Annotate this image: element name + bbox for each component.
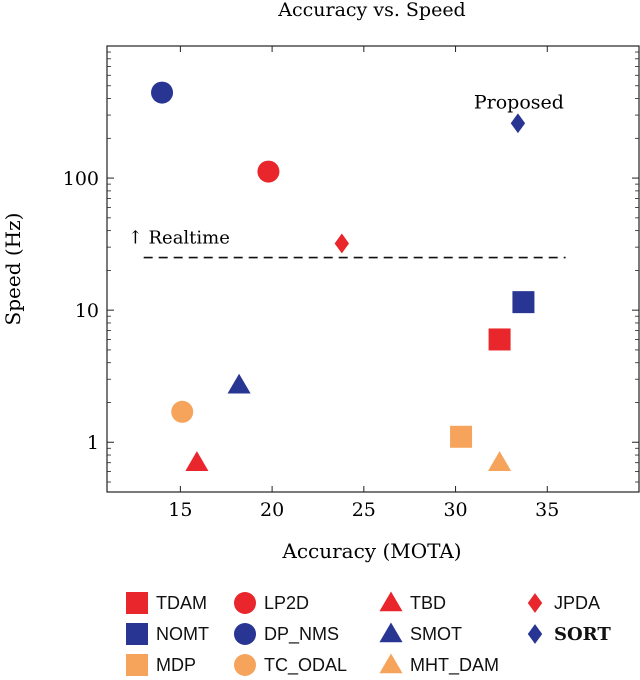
- point-dp-nms: [151, 81, 174, 104]
- triangle-icon: [379, 622, 403, 643]
- y-tick-label: 10: [75, 300, 99, 322]
- legend-marker: [379, 653, 403, 674]
- legend-label: TBD: [410, 592, 446, 613]
- y-axis-label: Speed (Hz): [1, 213, 25, 326]
- circle-icon: [234, 623, 256, 645]
- y-tick-label: 1: [87, 432, 99, 454]
- x-tick-label: 20: [260, 499, 284, 521]
- legend-item-jpda: JPDA: [522, 588, 600, 618]
- y-tick-label: 100: [63, 168, 99, 190]
- square-icon: [126, 623, 148, 645]
- circle-icon: [234, 592, 256, 614]
- legend-label: NOMT: [156, 623, 209, 644]
- x-axis-label: Accuracy (MOTA): [281, 539, 461, 563]
- legend-item-mht-dam: MHT_DAM: [378, 650, 499, 680]
- point-sort: [510, 113, 526, 134]
- point-jpda: [334, 233, 350, 254]
- legend-label: SORT: [554, 623, 611, 645]
- realtime-label: ↑ Realtime: [128, 228, 230, 249]
- point-nomt: [512, 291, 535, 314]
- legend-marker: [234, 592, 256, 614]
- triangle-icon: [379, 591, 403, 612]
- proposed-annotation: Proposed: [474, 91, 564, 113]
- circle-icon: [234, 654, 256, 676]
- x-tick-label: 35: [535, 499, 559, 521]
- square-icon: [126, 592, 148, 614]
- legend-label: TC_ODAL: [264, 654, 348, 675]
- legend-label: DP_NMS: [264, 623, 340, 644]
- chart-title: Accuracy vs. Speed: [277, 0, 465, 21]
- square-icon: [126, 654, 148, 676]
- legend-marker: [234, 654, 256, 676]
- legend-marker: [527, 593, 543, 613]
- legend-label: MHT_DAM: [410, 654, 499, 675]
- legend-item-mdp: MDP: [124, 650, 196, 680]
- x-tick-label: 30: [443, 499, 467, 521]
- diamond-icon: [527, 593, 543, 613]
- data-points: [151, 81, 535, 471]
- legend-label: MDP: [156, 654, 196, 675]
- legend-item-nomt: NOMT: [124, 619, 209, 649]
- x-tick-label: 25: [352, 499, 376, 521]
- legend-marker: [126, 592, 148, 614]
- legend-item-tc-odal: TC_ODAL: [232, 650, 347, 680]
- legend-marker: [126, 654, 148, 676]
- x-tick-label: 15: [168, 499, 192, 521]
- legend-item-dp-nms: DP_NMS: [232, 619, 339, 649]
- x-axis-ticks: 15 20 25 30 35: [168, 46, 559, 521]
- legend-label: TDAM: [156, 592, 207, 613]
- legend-label: JPDA: [554, 592, 601, 613]
- triangle-icon: [379, 653, 403, 674]
- legend-item-smot: SMOT: [378, 619, 462, 649]
- legend-marker: [234, 623, 256, 645]
- legend-item-tbd: TBD: [378, 588, 446, 618]
- point-tdam: [488, 328, 511, 351]
- point-lp2d: [257, 160, 280, 183]
- y-axis-ticks: 1 10 100: [63, 51, 639, 483]
- point-mht-dam: [488, 451, 512, 471]
- legend-marker: [379, 622, 403, 643]
- point-smot: [227, 373, 251, 394]
- legend-label: LP2D: [264, 592, 310, 613]
- legend-label: SMOT: [410, 623, 462, 644]
- legend-item-sort: SORT: [522, 619, 611, 649]
- legend-marker: [527, 624, 543, 644]
- point-tbd: [185, 451, 209, 471]
- point-mdp: [450, 425, 473, 448]
- legend-marker: [379, 591, 403, 612]
- legend-marker: [126, 623, 148, 645]
- legend-item-lp2d: LP2D: [232, 588, 309, 618]
- legend-item-tdam: TDAM: [124, 588, 207, 618]
- diamond-icon: [527, 624, 543, 644]
- point-tc-odal: [171, 400, 194, 423]
- plot-frame: [106, 45, 640, 493]
